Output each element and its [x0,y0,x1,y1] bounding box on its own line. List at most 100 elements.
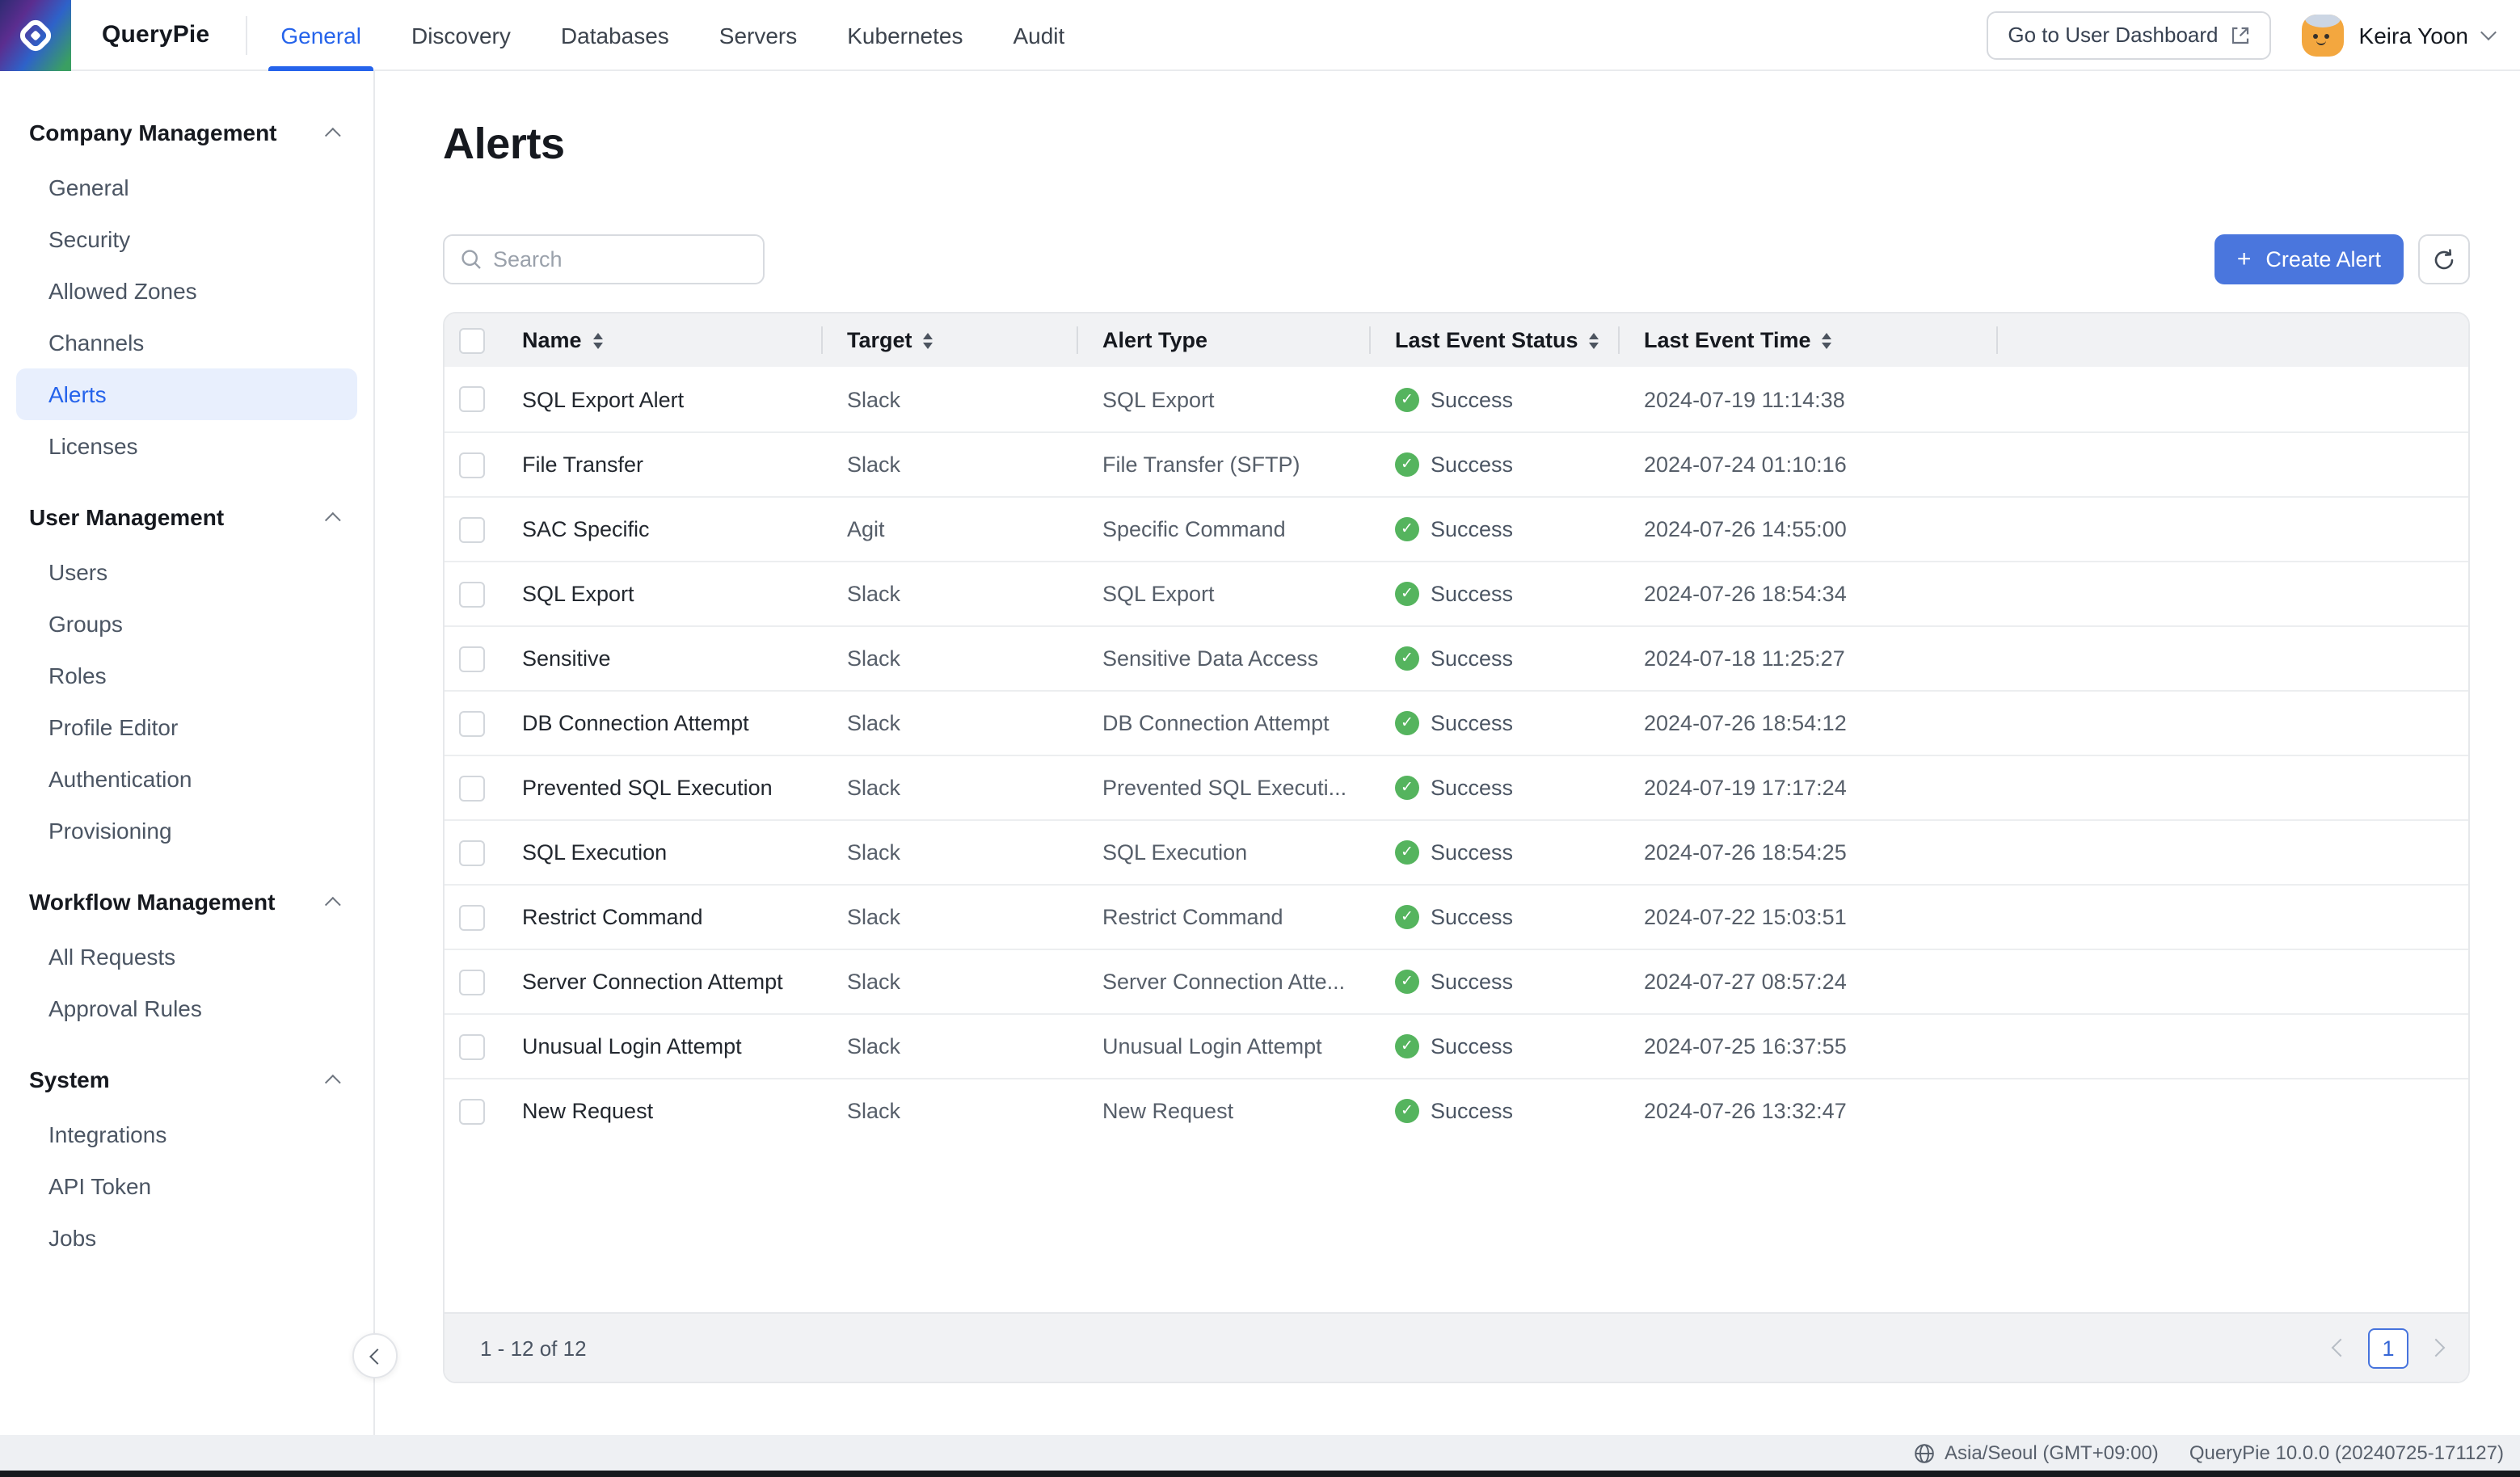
row-checkbox[interactable] [459,1033,485,1059]
sidebar-item-jobs[interactable]: Jobs [48,1225,97,1251]
create-alert-button[interactable]: + Create Alert [2214,234,2404,284]
chevron-right-icon [2426,1338,2446,1357]
sidebar-section-header-workflow-management[interactable]: Workflow Management [0,873,373,931]
sidebar-item-channels[interactable]: Channels [48,330,145,356]
sidebar-item-general[interactable]: General [48,175,129,200]
brand-logo[interactable] [0,0,71,70]
table-row[interactable]: DB Connection Attempt Slack DB Connectio… [445,690,2468,755]
last-event-status: ✓ Success [1369,905,1618,929]
sidebar-item-security[interactable]: Security [48,226,131,252]
alert-target: Slack [847,452,901,477]
alert-name: Unusual Login Attempt [522,1034,742,1058]
alert-target: Slack [847,905,901,929]
table-row[interactable]: Sensitive Slack Sensitive Data Access ✓ … [445,625,2468,690]
prev-page-button[interactable] [2331,1338,2350,1357]
alert-type: SQL Export [1102,582,1215,606]
alert-name: New Request [522,1099,654,1123]
refresh-button[interactable] [2418,234,2470,284]
table-row[interactable]: SAC Specific Agit Specific Command ✓ Suc… [445,496,2468,561]
last-event-status: ✓ Success [1369,582,1618,606]
nav-tab-audit[interactable]: Audit [1013,22,1065,48]
sidebar-item-all-requests[interactable]: All Requests [48,944,176,970]
page-number[interactable]: 1 [2368,1328,2408,1368]
chevron-down-icon [2480,24,2497,41]
sidebar-section-workflow-management: Workflow Management All Requests Approval … [0,873,373,1034]
row-checkbox[interactable] [459,904,485,930]
table-row[interactable]: Unusual Login Attempt Slack Unusual Logi… [445,1013,2468,1078]
column-header-last-event-status[interactable]: Last Event Status [1369,313,1618,367]
sidebar-item-integrations[interactable]: Integrations [48,1121,167,1147]
last-event-time: 2024-07-26 13:32:47 [1644,1099,1847,1123]
row-checkbox[interactable] [459,1098,485,1124]
alert-name: Prevented SQL Execution [522,776,773,800]
last-event-status: ✓ Success [1369,776,1618,800]
column-header-name[interactable]: Name [496,313,821,367]
status-label: Success [1431,905,1514,929]
nav-tab-kubernetes[interactable]: Kubernetes [847,22,963,48]
table-row[interactable]: File Transfer Slack File Transfer (SFTP)… [445,431,2468,496]
alert-name: Sensitive [522,646,611,671]
sidebar-item-roles[interactable]: Roles [48,663,107,688]
alert-type: Server Connection Atte... [1102,970,1346,994]
sidebar: Company Management General Security Allowed… [0,71,375,1435]
search-input[interactable] [493,247,747,271]
row-checkbox[interactable] [459,710,485,736]
toolbar: + Create Alert [443,234,2470,284]
sidebar-collapse-button[interactable] [352,1333,398,1378]
row-checkbox[interactable] [459,646,485,671]
table-row[interactable]: SQL Execution Slack SQL Execution ✓ Succ… [445,819,2468,884]
sidebar-item-licenses[interactable]: Licenses [48,433,138,459]
sidebar-item-users[interactable]: Users [48,559,108,585]
column-label: Last Event Status [1395,328,1578,352]
row-checkbox[interactable] [459,775,485,801]
sidebar-item-profile-editor[interactable]: Profile Editor [48,714,179,740]
nav-tab-general[interactable]: General [268,0,374,70]
sidebar-section-header-company-management[interactable]: Company Management [0,103,373,162]
querypie-logo-icon [19,19,52,51]
status-label: Success [1431,646,1514,671]
sidebar-item-allowed-zones[interactable]: Allowed Zones [48,278,197,304]
row-checkbox[interactable] [459,969,485,995]
success-check-icon: ✓ [1395,387,1419,411]
next-page-button[interactable] [2426,1338,2446,1357]
alert-target: Slack [847,582,901,606]
success-check-icon: ✓ [1395,970,1419,994]
success-check-icon: ✓ [1395,646,1419,671]
nav-tab-discovery[interactable]: Discovery [411,22,511,48]
column-header-last-event-time[interactable]: Last Event Time [1618,313,1996,367]
last-event-status: ✓ Success [1369,452,1618,477]
sidebar-item-approval-rules[interactable]: Approval Rules [48,995,202,1021]
sidebar-item-provisioning[interactable]: Provisioning [48,818,172,844]
go-to-user-dashboard-button[interactable]: Go to User Dashboard [1987,11,2272,59]
table-row[interactable]: SQL Export Alert Slack SQL Export ✓ Succ… [445,367,2468,431]
table-row[interactable]: Server Connection Attempt Slack Server C… [445,949,2468,1013]
row-checkbox[interactable] [459,581,485,607]
row-checkbox[interactable] [459,839,485,865]
table-row[interactable]: Restrict Command Slack Restrict Command … [445,884,2468,949]
alert-type: Unusual Login Attempt [1102,1034,1322,1058]
sidebar-section-header-user-management[interactable]: User Management [0,488,373,546]
sidebar-section-user-management: User Management Users Groups Roles Profile E… [0,488,373,856]
header-checkbox[interactable] [459,327,485,353]
last-event-time: 2024-07-26 18:54:12 [1644,711,1847,735]
sidebar-item-alerts[interactable]: Alerts [16,368,357,420]
sidebar-item-api-token[interactable]: API Token [48,1173,152,1199]
sidebar-section-header-system[interactable]: System [0,1050,373,1109]
sidebar-item-authentication[interactable]: Authentication [48,766,192,792]
column-header-target[interactable]: Target [821,313,1077,367]
table-row[interactable]: Prevented SQL Execution Slack Prevented … [445,755,2468,819]
nav-tab-databases[interactable]: Databases [560,22,669,48]
table-row[interactable]: New Request Slack New Request ✓ Success … [445,1078,2468,1142]
table-row[interactable]: SQL Export Slack SQL Export ✓ Success 20… [445,561,2468,625]
row-checkbox[interactable] [459,386,485,412]
success-check-icon: ✓ [1395,582,1419,606]
row-checkbox[interactable] [459,452,485,478]
row-checkbox[interactable] [459,516,485,542]
nav-tab-servers[interactable]: Servers [718,22,798,48]
dashboard-button-label: Go to User Dashboard [2008,23,2219,47]
section-title: User Management [29,504,225,530]
sidebar-item-groups[interactable]: Groups [48,611,123,637]
main-content: Alerts + Create Alert [375,71,2520,1435]
user-menu[interactable]: Keira Yoon [2302,14,2497,56]
statusbar: Asia/Seoul (GMT+09:00) QueryPie 10.0.0 (… [0,1435,2520,1471]
